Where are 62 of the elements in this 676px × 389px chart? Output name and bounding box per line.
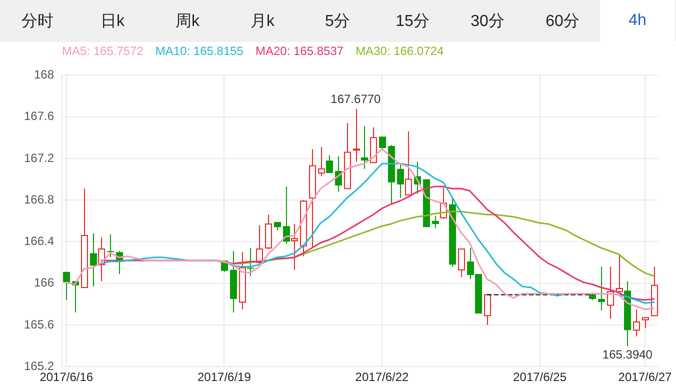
candlestick — [651, 266, 658, 316]
candlestick — [405, 130, 412, 196]
text: MA5: 165.7572 — [62, 44, 144, 58]
candlestick — [239, 252, 246, 310]
x-tick-label: 2017/6/25 — [513, 370, 567, 384]
candlestick — [326, 154, 333, 174]
x-tick-label: 2017/6/16 — [40, 370, 94, 384]
candlestick — [256, 224, 263, 264]
candlestick — [607, 266, 614, 320]
text: 周k — [174, 12, 200, 32]
annotation: 165.3940 — [602, 348, 653, 362]
candlestick — [458, 248, 465, 278]
candlestick — [90, 232, 97, 287]
text: 15分 — [394, 12, 430, 32]
text: MA20: 165.8537 — [255, 44, 344, 58]
y-tick-label: 165.6 — [24, 317, 54, 332]
candlestick — [353, 108, 360, 162]
y-tick-label: 167.6 — [24, 109, 54, 124]
candlestick — [616, 254, 623, 292]
text: 5分 — [324, 12, 351, 32]
candlestick — [344, 122, 351, 190]
y-tick-label: 166 — [34, 276, 54, 290]
y-tick-label: 166.8 — [24, 192, 54, 206]
candlestick — [432, 215, 439, 229]
text: 4h — [600, 0, 675, 42]
candlestick — [370, 126, 377, 164]
y-tick-label: 168 — [34, 68, 54, 82]
candlestick — [318, 146, 325, 177]
candlestick — [440, 187, 447, 220]
candlestick — [624, 280, 631, 347]
candlestick — [230, 250, 237, 313]
candlestick — [361, 126, 368, 170]
y-tick-label: 166.4 — [24, 234, 54, 248]
text: 日k — [100, 12, 126, 32]
candlestick — [598, 266, 605, 311]
candlestick — [633, 308, 640, 337]
candlestick — [63, 272, 70, 300]
text: 月k — [250, 12, 276, 32]
candlestick — [388, 144, 395, 204]
text: 30分 — [470, 12, 506, 32]
text: 60分 — [544, 12, 580, 32]
candlestick — [397, 163, 404, 199]
y-tick-label: 167.2 — [24, 150, 54, 165]
candlestick — [98, 237, 105, 282]
y-tick-label: 165.2 — [24, 358, 54, 373]
candlestick — [642, 317, 649, 329]
candlestick — [247, 247, 254, 277]
text: MA10: 165.8155 — [155, 44, 244, 58]
annotation: 167.6770 — [330, 92, 382, 106]
text: MA30: 166.0724 — [356, 44, 444, 58]
candlestick — [81, 188, 88, 288]
x-tick-label: 2017/6/22 — [355, 370, 410, 384]
x-tick-label: 2017/6/19 — [197, 370, 252, 384]
candlestick — [291, 224, 298, 270]
text: 分时 — [20, 12, 54, 32]
candlestick — [265, 214, 272, 250]
candlestick — [107, 234, 114, 258]
candlestick — [309, 148, 316, 248]
candlestick — [274, 222, 281, 231]
x-tick-label: 2017/6/27 — [618, 370, 672, 384]
candlestick — [300, 200, 307, 257]
candlestick — [484, 294, 491, 326]
